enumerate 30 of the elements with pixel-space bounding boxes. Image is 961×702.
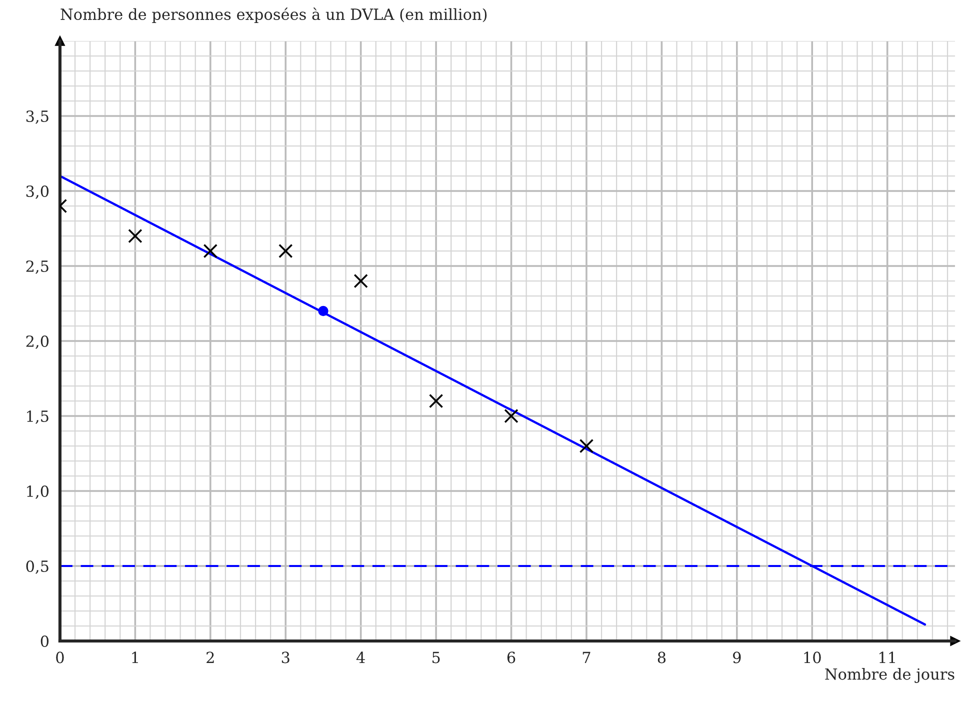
y-tick-label: 0 [40, 635, 49, 648]
y-tick-label: 2,0 [26, 335, 49, 349]
x-tick-label: 2 [206, 652, 214, 664]
y-tick-label: 1,0 [27, 485, 49, 499]
point [203, 244, 218, 258]
point [428, 394, 444, 408]
y-tick-label: 1,5 [27, 410, 48, 424]
y-tick-label: 3,5 [26, 110, 48, 124]
point [354, 274, 368, 288]
point [579, 438, 594, 454]
x-tick-label: 8 [658, 652, 666, 664]
y-tick-label: 2,5 [26, 260, 48, 274]
point [278, 244, 293, 258]
x-tick-label: 0 [56, 652, 64, 664]
x-tick-label: 11 [879, 652, 895, 664]
x-tick-label: 4 [356, 652, 365, 664]
y-axis-title: Nombre de personnes exposées à un DVLA (en million) [60, 8, 487, 23]
point [318, 306, 328, 316]
y-tick-label: 0,5 [26, 560, 48, 574]
x-tick-label: 7 [582, 652, 590, 664]
x-tick-label: 10 [804, 652, 821, 664]
x-tick-label: 1 [132, 652, 138, 664]
x-tick-label: 6 [507, 652, 516, 664]
point [504, 408, 518, 424]
point [128, 228, 142, 244]
x-tick-label: 5 [432, 652, 440, 664]
x-tick-label: 3 [282, 652, 290, 664]
y-tick-label: 3,0 [26, 185, 49, 199]
x-axis-title: Nombre de jours [825, 668, 954, 683]
x-tick-label: 9 [733, 652, 741, 664]
